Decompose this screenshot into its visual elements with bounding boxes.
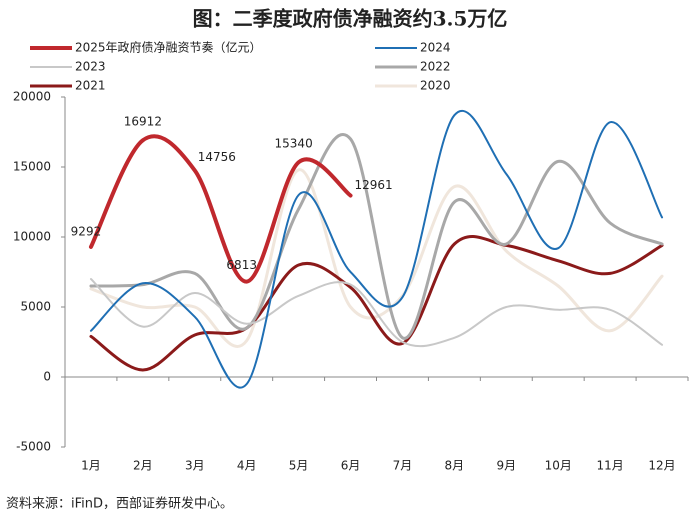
y-tick-label: 10000 — [13, 230, 51, 244]
data-label: 6813 — [226, 258, 257, 272]
x-tick-label: 2月 — [133, 459, 153, 473]
legend-label: 2025年政府债净融资节奏（亿元） — [75, 40, 262, 55]
series-line — [89, 110, 664, 389]
y-tick-label: -5000 — [16, 440, 51, 454]
legend-label: 2024 — [420, 41, 451, 55]
series-line — [89, 234, 664, 372]
x-tick-label: 8月 — [445, 459, 465, 473]
y-tick-label: 15000 — [13, 160, 51, 174]
data-label: 15340 — [275, 137, 313, 151]
x-tick-label: 6月 — [341, 459, 361, 473]
x-tick-label: 1月 — [81, 459, 101, 473]
y-tick-label: 0 — [43, 370, 51, 384]
series-line — [89, 168, 664, 348]
legend-label: 2020 — [420, 79, 451, 93]
chart-title: 图：二季度政府债净融资约3.5万亿 — [193, 7, 508, 31]
x-tick-label: 12月 — [648, 459, 675, 473]
data-label: 16912 — [124, 115, 162, 129]
x-tick-label: 10月 — [545, 459, 572, 473]
y-tick-label: 5000 — [20, 300, 51, 314]
x-tick-label: 5月 — [289, 459, 309, 473]
x-tick-label: 11月 — [596, 459, 623, 473]
legend-label: 2023 — [75, 60, 106, 74]
data-label: 14756 — [198, 150, 236, 164]
x-tick-label: 7月 — [393, 459, 413, 473]
series-line — [89, 133, 664, 340]
data-label: 12961 — [354, 178, 392, 192]
x-tick-label: 9月 — [496, 459, 516, 473]
legend-label: 2021 — [75, 79, 106, 93]
source-note: 资料来源：iFinD，西部证券研发中心。 — [6, 496, 233, 512]
series-line — [88, 134, 353, 284]
x-tick-label: 4月 — [237, 459, 257, 473]
y-tick-label: 20000 — [13, 90, 51, 104]
x-tick-label: 3月 — [185, 459, 205, 473]
series-line — [89, 278, 664, 348]
data-label: 9292 — [71, 224, 102, 238]
legend-label: 2022 — [420, 60, 451, 74]
